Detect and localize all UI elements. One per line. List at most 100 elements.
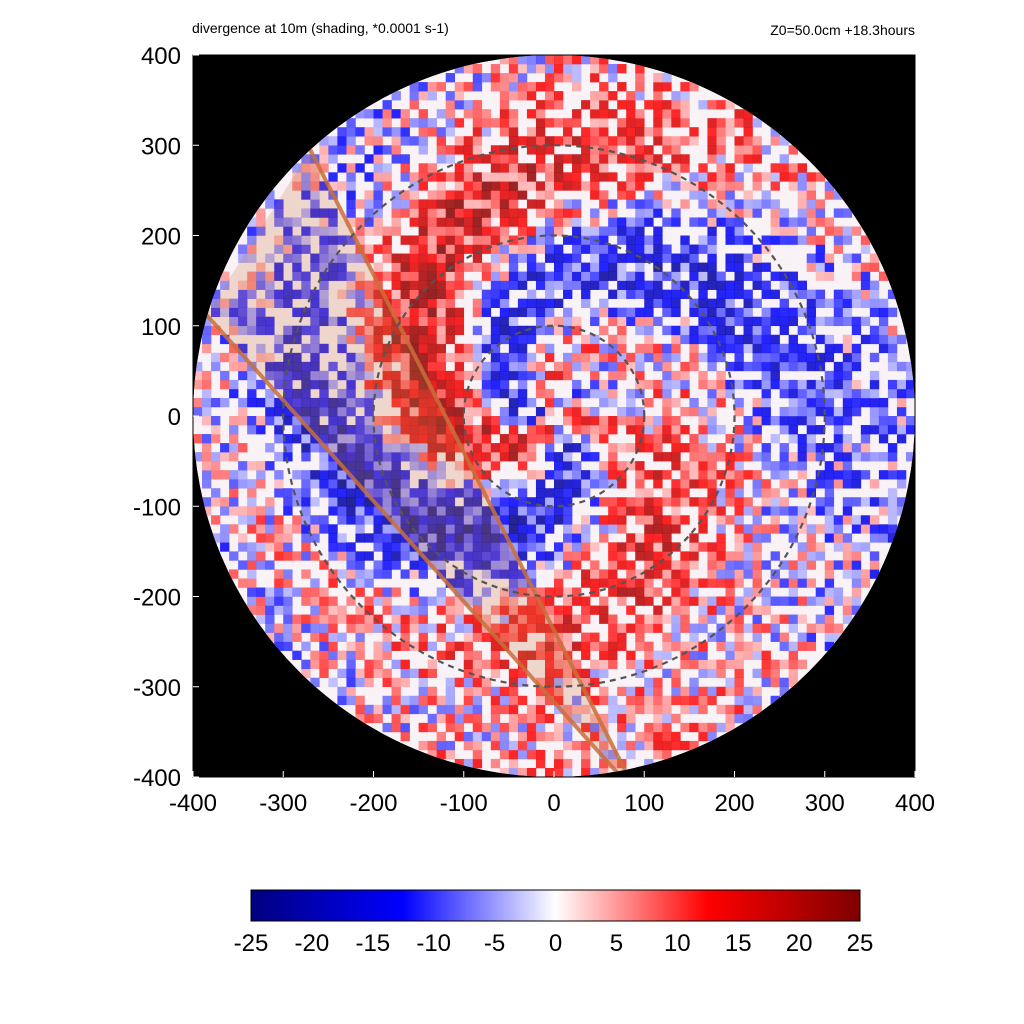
field-cell (391, 127, 401, 137)
field-cell (373, 425, 383, 435)
field-cell (355, 325, 365, 336)
field-cell (508, 361, 519, 372)
field-cell (770, 632, 780, 642)
field-cell (608, 388, 618, 399)
field-cell (662, 614, 672, 624)
field-cell (418, 668, 428, 679)
field-cell (418, 388, 428, 399)
field-cell (788, 524, 798, 534)
field-cell (887, 497, 898, 507)
field-cell (373, 244, 383, 254)
field-cell (472, 226, 483, 236)
field-cell (463, 452, 474, 462)
field-cell (409, 614, 419, 624)
field-cell (797, 172, 807, 182)
field-cell (599, 199, 609, 209)
field-cell (409, 199, 419, 209)
field-cell (535, 560, 546, 570)
field-cell (806, 316, 817, 327)
field-cell (725, 722, 735, 733)
field-cell (364, 352, 374, 363)
field-cell (526, 307, 537, 318)
field-cell (328, 443, 338, 453)
field-cell (572, 55, 582, 65)
field-cell (887, 343, 898, 354)
field-cell (599, 686, 609, 697)
y-tick-label: 100 (141, 314, 181, 341)
field-cell (689, 82, 699, 92)
field-cell (671, 343, 681, 354)
field-cell (752, 605, 762, 615)
field-cell (599, 190, 609, 200)
field-cell (878, 434, 889, 444)
field-cell (644, 100, 654, 110)
field-cell (391, 443, 401, 453)
field-cell (824, 217, 835, 227)
field-cell (436, 749, 446, 760)
field-cell (779, 461, 789, 471)
field-cell (463, 136, 474, 146)
field-cell (635, 235, 645, 245)
field-cell (373, 118, 383, 128)
field-cell (220, 352, 230, 363)
field-cell (544, 596, 555, 606)
field-cell (526, 370, 537, 381)
field-cell (608, 443, 618, 453)
field-cell (797, 551, 807, 561)
field-cell (599, 352, 609, 363)
field-cell (526, 515, 537, 525)
field-cell (229, 497, 239, 507)
field-cell (481, 334, 492, 345)
field-cell (454, 235, 465, 245)
field-cell (400, 289, 410, 299)
field-cell (788, 506, 798, 516)
field-cell (788, 316, 798, 327)
field-cell (725, 100, 735, 110)
field-cell (508, 262, 519, 272)
field-cell (554, 298, 564, 308)
field-cell (319, 388, 329, 399)
field-cell (301, 244, 311, 254)
field-cell (490, 524, 501, 534)
field-cell (644, 506, 654, 516)
field-cell (535, 55, 546, 65)
field-cell (319, 614, 329, 624)
field-cell (734, 452, 744, 462)
field-cell (626, 542, 636, 552)
field-cell (743, 560, 753, 570)
field-cell (716, 307, 726, 318)
field-cell (671, 298, 681, 308)
field-cell (499, 217, 510, 227)
field-cell (310, 524, 320, 534)
field-cell (824, 406, 835, 417)
field-cell (292, 217, 302, 227)
field-cell (617, 623, 627, 633)
field-cell (220, 542, 230, 552)
field-cell (445, 190, 456, 200)
field-cell (572, 641, 582, 651)
field-cell (508, 578, 519, 588)
field-cell (418, 172, 428, 182)
field-cell (788, 434, 798, 444)
field-cell (400, 262, 410, 272)
field-cell (698, 623, 708, 633)
field-cell (599, 569, 609, 579)
field-cell (842, 388, 853, 399)
field-cell (662, 199, 672, 209)
field-cell (680, 551, 690, 561)
field-cell (427, 488, 437, 498)
field-cell (698, 172, 708, 182)
field-cell (671, 479, 681, 489)
field-cell (599, 226, 609, 236)
field-cell (698, 289, 708, 299)
field-cell (535, 361, 546, 372)
field-cell (653, 82, 663, 92)
field-cell (644, 253, 654, 263)
field-cell (797, 452, 807, 462)
field-cell (653, 479, 663, 489)
field-cell (815, 397, 826, 408)
field-cell (824, 623, 835, 633)
field-cell (499, 488, 510, 498)
field-cell (878, 325, 889, 336)
field-cell (752, 181, 762, 191)
